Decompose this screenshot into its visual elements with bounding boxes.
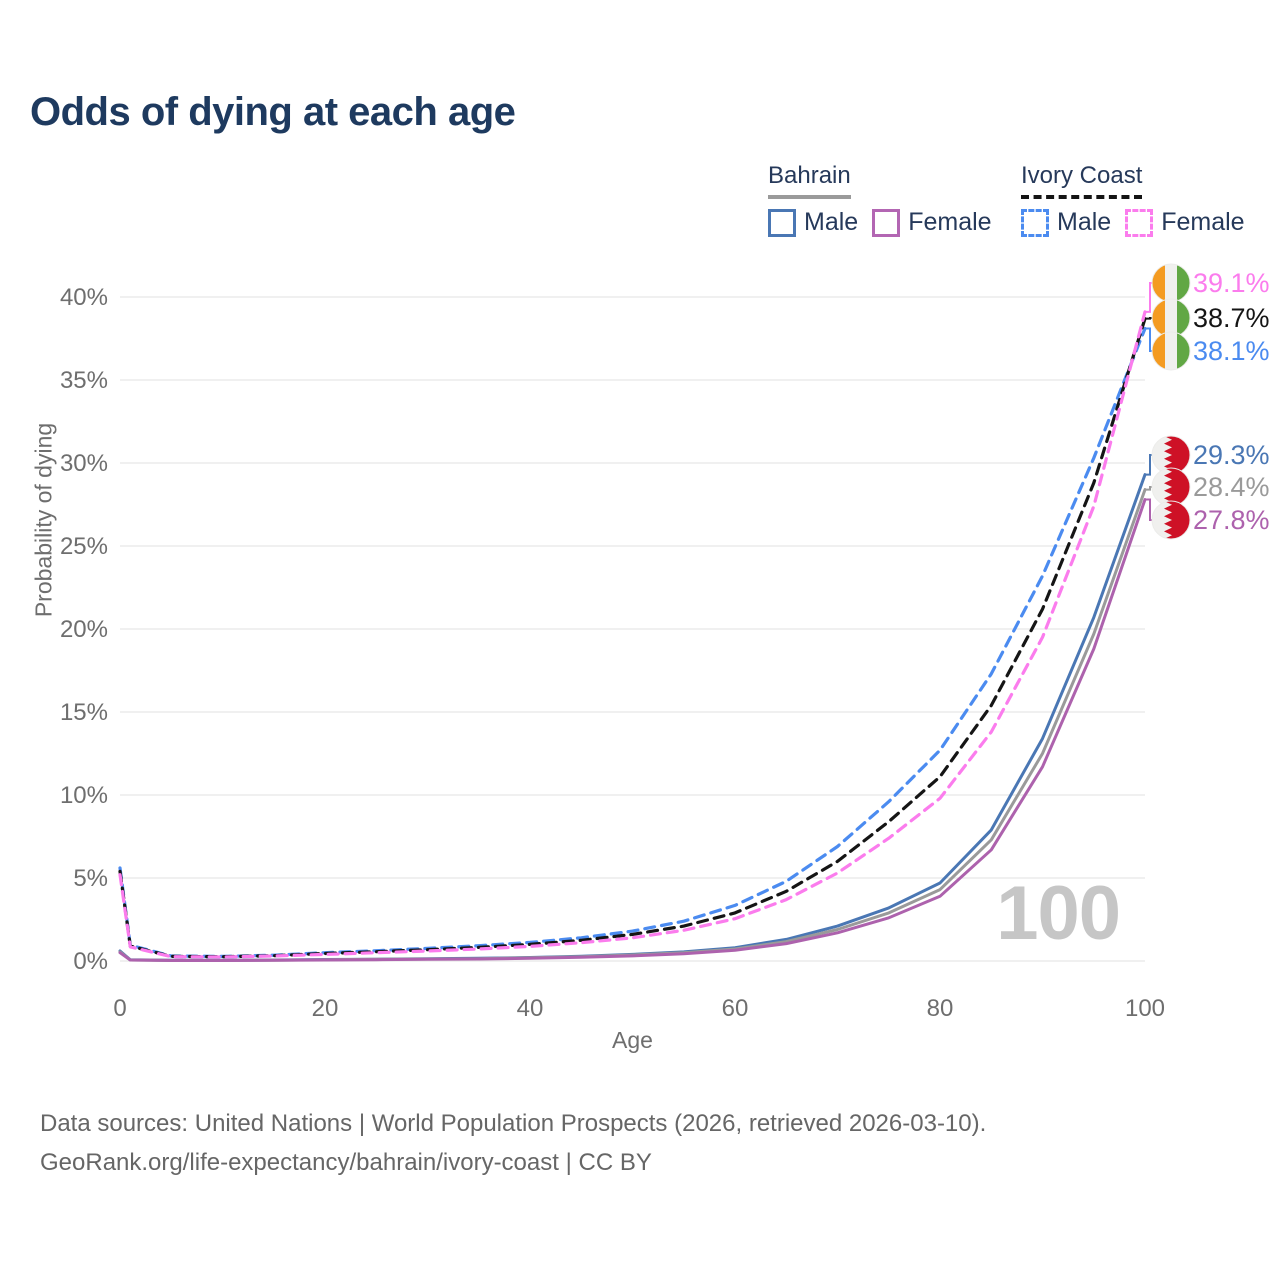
series-line-bahrain-female [118,498,1147,962]
line-style-swatch-icon [1125,208,1154,237]
flag-icon-ivory-coast [1151,331,1191,371]
x-tick-label: 20 [312,995,339,1022]
watermark-age-100: 100 [996,871,1121,956]
legend-item-label: Male [1057,208,1112,236]
y-tick-label: 10% [60,782,108,809]
series-line-bahrain-male [118,473,1147,962]
legend-item-ivory-coast-male[interactable]: Male [1021,208,1111,237]
y-tick-label: 20% [60,616,108,643]
x-tick-label: 100 [1125,995,1165,1022]
series-line-bahrain-both [118,488,1147,962]
y-tick-label: 0% [73,948,108,975]
line-style-swatch-icon [1021,208,1049,237]
legend-item-bahrain-male[interactable]: Male [768,208,858,237]
end-label-value: 27.8% [1193,505,1270,535]
end-label-value: 29.3% [1193,440,1270,470]
legend-row-ivory-coast: Male Female [1021,208,1245,237]
x-axis-title: Age [612,1027,653,1053]
line-style-swatch-icon [872,208,901,237]
y-tick-label: 35% [60,367,108,394]
series-line-ivory-coast-male [118,326,1147,958]
legend-country-bahrain: Bahrain [768,162,851,199]
flag-icon-bahrain [1151,467,1191,507]
end-label-connector [1145,498,1152,521]
legend-item-bahrain-female[interactable]: Female [872,208,992,237]
end-label-connector [1145,327,1152,352]
y-tick-label: 25% [60,533,108,560]
end-label-connector [1145,317,1152,320]
end-label-value: 39.1% [1193,268,1270,298]
flag-icon-ivory-coast [1151,298,1191,338]
legend-group-bahrain: Bahrain Male Female [768,162,992,237]
end-label-value: 28.4% [1193,472,1270,502]
x-tick-label: 80 [927,995,954,1022]
x-tick-label: 40 [517,995,544,1022]
flag-icon-ivory-coast [1151,263,1191,303]
end-label-value: 38.1% [1193,336,1270,366]
legend-item-label: Female [908,208,992,236]
end-label-value: 38.7% [1193,303,1270,333]
legend-item-label: Female [1161,208,1245,236]
y-tick-label: 30% [60,450,108,477]
y-axis-title: Probability of dying [30,422,57,618]
legend-row-bahrain: Male Female [768,208,992,237]
y-tick-label: 15% [60,699,108,726]
end-label-connector [1145,454,1152,476]
series-line-ivory-coast-both [118,317,1147,959]
page-title: Odds of dying at each age [30,90,516,134]
legend-item-label: Male [804,208,859,236]
series-line-ivory-coast-female [118,310,1147,959]
legend-group-ivory-coast: Ivory Coast Male Female [1021,162,1245,237]
flag-icon-bahrain [1151,500,1191,540]
source-line-2: GeoRank.org/life-expectancy/bahrain/ivor… [40,1149,652,1176]
data-sources: Data sources: United Nations | World Pop… [40,1104,986,1182]
y-tick-label: 5% [73,865,108,892]
end-label-connector [1145,486,1152,491]
x-tick-label: 60 [722,995,749,1022]
legend-country-ivory-coast: Ivory Coast [1021,162,1143,199]
x-tick-label: 0 [113,995,126,1022]
source-line-1: Data sources: United Nations | World Pop… [40,1110,987,1137]
end-label-connector [1145,282,1152,313]
legend-item-ivory-coast-female[interactable]: Female [1125,208,1245,237]
line-style-swatch-icon [768,208,796,237]
y-tick-label: 40% [60,284,108,311]
